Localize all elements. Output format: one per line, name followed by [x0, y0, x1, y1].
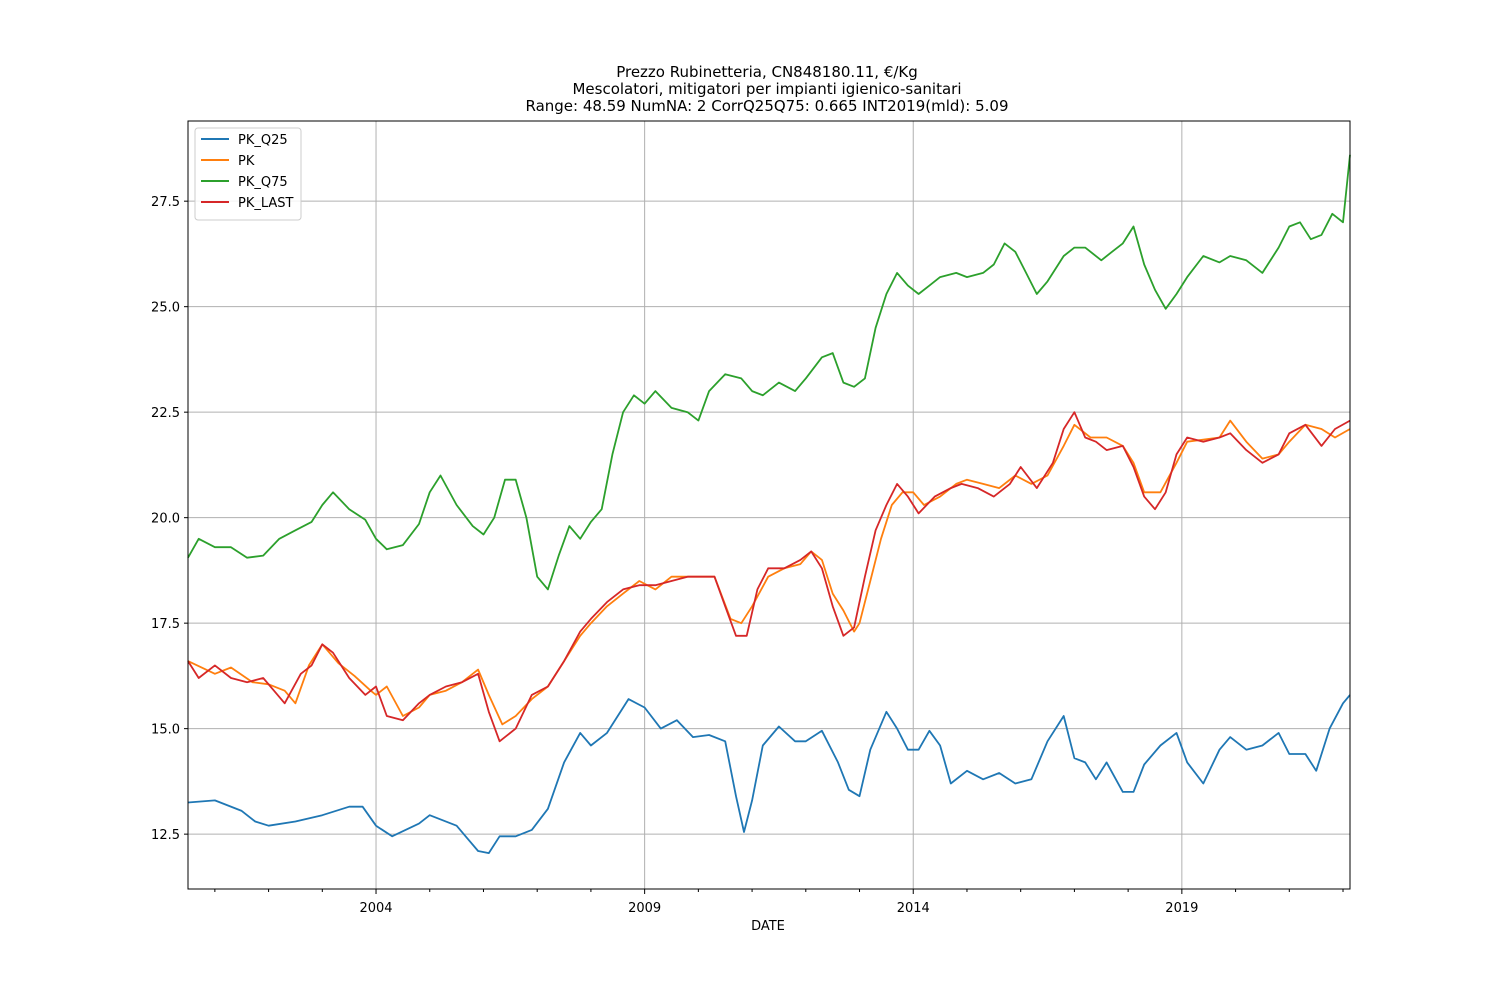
x-tick-label: 2009 — [628, 901, 661, 916]
plot-area-frame — [187, 120, 1351, 890]
x-tick-label: 2014 — [897, 901, 930, 916]
series-line-pk-last — [187, 411, 1351, 743]
legend-label: PK — [238, 154, 255, 169]
y-axis: 12.5 15.0 17.5 20.0 22.5 25.0 27.5 — [151, 195, 188, 843]
series-line-pk-q25 — [187, 694, 1351, 854]
y-tick-label: 15.0 — [151, 723, 180, 738]
y-tick-label: 17.5 — [151, 617, 180, 632]
x-tick-label: 2004 — [359, 901, 392, 916]
chart-title-line-3: Range: 48.59 NumNA: 2 CorrQ25Q75: 0.665 … — [525, 97, 1008, 115]
grid-lines — [188, 121, 1350, 889]
legend: PK_Q25 PK PK_Q75 PK_LAST — [194, 127, 302, 221]
legend-box — [194, 127, 302, 221]
y-tick-label: 27.5 — [151, 195, 180, 210]
x-axis-label: DATE — [751, 919, 785, 934]
legend-label: PK_Q25 — [238, 133, 288, 148]
series-line-pk-q75 — [187, 154, 1351, 591]
chart-title-line-1: Prezzo Rubinetteria, CN848180.11, €/Kg — [616, 63, 918, 81]
x-axis: 2004 2009 2014 2019 — [214, 889, 1344, 916]
series-line-pk — [187, 419, 1351, 726]
chart-title: Prezzo Rubinetteria, CN848180.11, €/Kg M… — [525, 63, 1008, 115]
chart-title-line-2: Mescolatori, mitigatori per impianti igi… — [572, 80, 961, 98]
legend-label: PK_LAST — [238, 196, 294, 211]
y-tick-label: 25.0 — [151, 301, 180, 316]
y-tick-label: 20.0 — [151, 512, 180, 527]
series-lines — [187, 154, 1351, 854]
x-tick-label: 2019 — [1165, 901, 1198, 916]
y-tick-label: 12.5 — [151, 828, 180, 843]
legend-label: PK_Q75 — [238, 175, 288, 190]
y-tick-label: 22.5 — [151, 406, 180, 421]
